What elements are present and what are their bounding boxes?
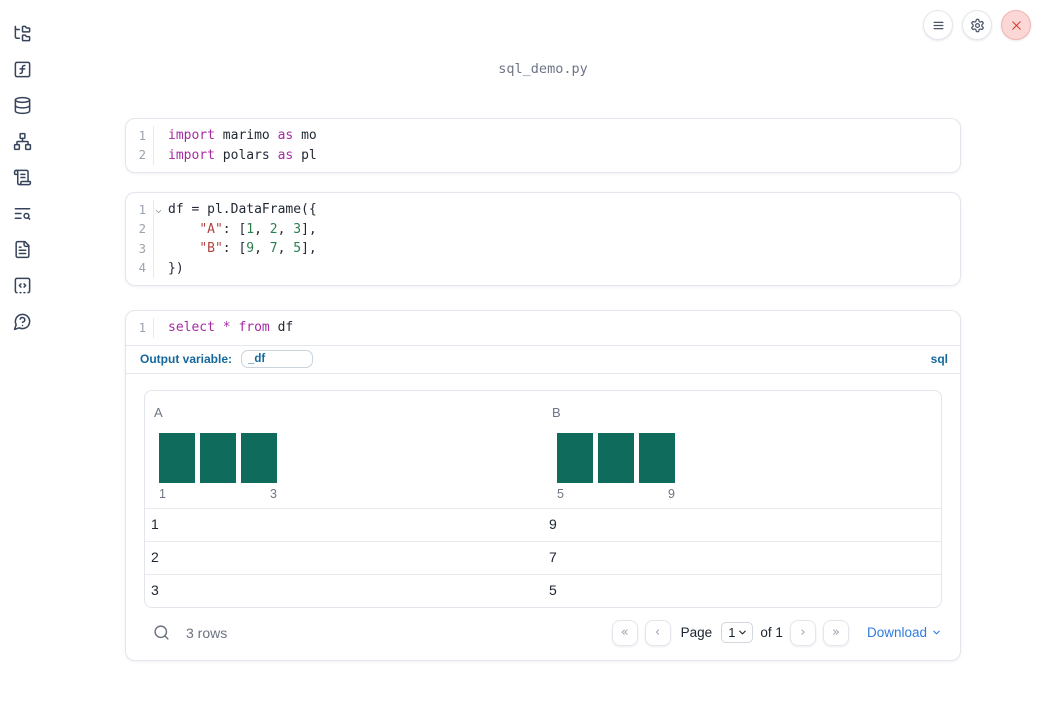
table-cell: 3 bbox=[151, 581, 159, 598]
folder-tree-icon bbox=[14, 25, 30, 41]
page-select-value: 1 bbox=[728, 625, 736, 640]
histogram-bar bbox=[241, 432, 277, 483]
code-cell-imports[interactable]: 1 import marimo as mo 2 import polars as pl bbox=[125, 118, 961, 173]
line-number: 4 bbox=[126, 258, 154, 278]
sql-editor[interactable]: 1 select * from df bbox=[126, 311, 960, 345]
row-count: 3 rows bbox=[186, 624, 228, 641]
histogram-bar bbox=[557, 432, 593, 483]
sidebar-item-help[interactable] bbox=[12, 311, 32, 331]
table-cell: 7 bbox=[549, 548, 557, 565]
scroll-text-icon bbox=[13, 169, 31, 185]
chevron-down-icon bbox=[739, 630, 747, 635]
function-square-icon bbox=[14, 61, 30, 77]
database-icon bbox=[14, 96, 30, 114]
notebook-menu-button[interactable] bbox=[923, 10, 953, 40]
line-number: 3 bbox=[126, 239, 154, 259]
sidebar-item-data-sources[interactable] bbox=[12, 95, 32, 115]
sidebar-item-variables[interactable] bbox=[12, 59, 32, 79]
line-number: 1 bbox=[126, 200, 154, 220]
sidebar-item-tracebacks[interactable] bbox=[12, 203, 32, 223]
table-cell: 2 bbox=[151, 548, 159, 565]
histogram-axis-label: 9 bbox=[668, 486, 675, 501]
first-page-button[interactable]: « bbox=[611, 619, 638, 646]
download-label: Download bbox=[866, 625, 927, 640]
histogram-bar bbox=[159, 432, 195, 483]
histogram-bar bbox=[200, 432, 236, 483]
language-badge: sql bbox=[930, 351, 948, 366]
table-search-button[interactable] bbox=[151, 623, 171, 643]
table-cell: 9 bbox=[549, 515, 557, 532]
sql-meta-bar: Output variable: sql bbox=[126, 344, 960, 373]
network-icon bbox=[13, 132, 31, 150]
sidebar-item-dependencies[interactable] bbox=[12, 131, 32, 151]
fold-chevron-icon[interactable] bbox=[154, 205, 164, 215]
help-circle-icon bbox=[13, 313, 30, 330]
menu-icon bbox=[933, 21, 943, 29]
output-variable-input[interactable] bbox=[241, 349, 314, 368]
histogram-axis-label: 5 bbox=[557, 486, 564, 501]
text-search-icon bbox=[14, 207, 30, 220]
table-footer: 3 rows « ‹ Page 1 of 1 › » bbox=[144, 619, 942, 646]
table-cell: 5 bbox=[549, 581, 557, 598]
code-editor[interactable]: 1 import marimo as mo 2 import polars as pl bbox=[126, 119, 960, 172]
code-line: 1 df = pl.DataFrame({ bbox=[126, 200, 960, 220]
sidebar-item-file-explorer[interactable] bbox=[12, 23, 32, 43]
histogram-axis-label: 3 bbox=[270, 486, 277, 501]
code-line: 1 select * from df bbox=[126, 318, 960, 338]
column-name: A bbox=[154, 404, 163, 420]
histogram-bar bbox=[639, 432, 675, 483]
line-number: 1 bbox=[126, 318, 154, 338]
search-icon bbox=[153, 625, 169, 640]
line-number: 2 bbox=[126, 145, 154, 165]
close-icon bbox=[1011, 20, 1021, 30]
histogram-bar bbox=[598, 432, 634, 483]
code-line: 2 import polars as pl bbox=[126, 145, 960, 165]
histogram-axis-label: 1 bbox=[159, 486, 166, 501]
file-text-icon bbox=[14, 240, 30, 258]
sidebar-item-logs[interactable] bbox=[12, 167, 32, 187]
sidebar-item-snippets[interactable] bbox=[12, 275, 32, 295]
table-cell: 1 bbox=[151, 515, 159, 532]
shutdown-button[interactable] bbox=[1001, 10, 1031, 40]
sidebar-item-documentation[interactable] bbox=[12, 239, 32, 259]
page-label: Page bbox=[680, 625, 713, 640]
settings-button[interactable] bbox=[962, 10, 992, 40]
code-editor[interactable]: 1 df = pl.DataFrame({2 "A": [1, 2, 3], 3 "… bbox=[126, 193, 960, 285]
line-number: 2 bbox=[126, 219, 154, 239]
sidebar bbox=[0, 23, 44, 331]
gear-icon bbox=[970, 18, 984, 32]
column-name: B bbox=[552, 404, 561, 420]
output-variable-label: Output variable: bbox=[140, 351, 233, 366]
page-total-label: of 1 bbox=[760, 625, 783, 640]
code-line: 1 import marimo as mo bbox=[126, 126, 960, 146]
code-cell-dataframe[interactable]: 1 df = pl.DataFrame({2 "A": [1, 2, 3], 3 "… bbox=[125, 192, 961, 286]
chevron-down-icon bbox=[933, 630, 940, 635]
next-page-button[interactable]: › bbox=[789, 619, 816, 646]
page-select[interactable]: 1 bbox=[721, 622, 754, 643]
line-number: 1 bbox=[126, 126, 154, 146]
code-square-icon bbox=[14, 277, 30, 293]
last-page-button[interactable]: » bbox=[822, 619, 849, 646]
top-toolbar bbox=[923, 10, 1031, 40]
code-line: 3 "B": [9, 7, 5], bbox=[126, 239, 960, 259]
pagination: « ‹ Page 1 of 1 › » bbox=[611, 619, 849, 646]
notebook-filename: sql_demo.py bbox=[498, 61, 588, 77]
download-button[interactable]: Download bbox=[867, 625, 942, 640]
code-line: 4}) bbox=[126, 258, 960, 278]
code-line: 2 "A": [1, 2, 3], bbox=[126, 219, 960, 239]
prev-page-button[interactable]: ‹ bbox=[644, 619, 671, 646]
